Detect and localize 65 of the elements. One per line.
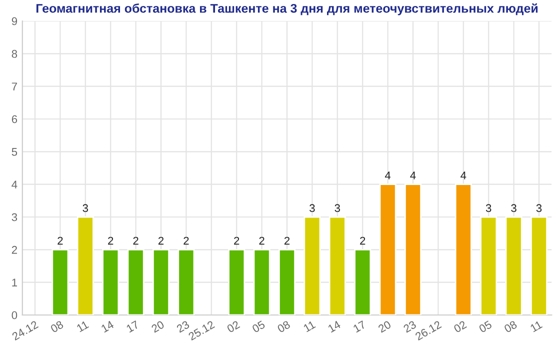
data-label: 3 (334, 204, 340, 212)
data-label: 4 (460, 172, 466, 180)
data-label: 2 (58, 236, 63, 245)
bar (278, 248, 296, 315)
x-tick-label: 02 (226, 320, 240, 333)
x-tick-label: 05 (478, 320, 492, 333)
bar (505, 216, 522, 315)
y-tick-label: 3 (12, 213, 18, 222)
x-tick-label: 17 (126, 320, 140, 333)
bar (530, 216, 548, 315)
y-tick-label: 8 (12, 50, 18, 58)
data-label: 2 (108, 236, 114, 245)
x-tick-label: 23 (402, 320, 417, 333)
x-tick-label: 08 (276, 320, 291, 333)
bar (76, 216, 94, 315)
data-label: 2 (360, 236, 366, 245)
data-label: 3 (536, 204, 542, 212)
y-tick-label: 2 (12, 246, 17, 254)
bar (253, 248, 270, 315)
y-tick-label: 1 (12, 278, 17, 286)
data-label: 3 (511, 204, 516, 212)
x-tick-label: 11 (303, 320, 316, 332)
data-label: 2 (284, 236, 290, 245)
x-tick-label: 14 (100, 320, 114, 333)
bar (328, 216, 346, 315)
x-tick-label: 14 (328, 320, 342, 333)
data-label: 3 (310, 204, 315, 212)
x-tick-label: 11 (530, 320, 543, 332)
chart-title: Геомагнитная обстановка в Ташкенте на 3 дня для метеочувствительных людей (36, 3, 538, 16)
bar (228, 248, 246, 315)
bar (102, 248, 120, 315)
x-tick-label: 05 (252, 320, 266, 333)
x-tick-label: 02 (453, 320, 467, 333)
bar (404, 184, 422, 315)
bar (178, 248, 195, 315)
x-tick-label: 17 (352, 320, 366, 333)
bar (304, 216, 321, 315)
x-tick-label: 23 (176, 320, 190, 333)
x-tick-label: 08 (504, 320, 518, 333)
data-label: 2 (234, 236, 240, 245)
x-tick-label: 20 (150, 320, 165, 333)
y-tick-label: 9 (12, 17, 18, 26)
data-label: 3 (486, 204, 492, 212)
data-label: 2 (158, 236, 164, 245)
y-tick-label: 0 (12, 311, 18, 320)
data-label: 3 (82, 204, 88, 212)
bar (127, 248, 144, 315)
bar (152, 248, 170, 315)
x-tick-label: 08 (50, 320, 64, 333)
data-label: 2 (184, 236, 189, 245)
bar (379, 184, 396, 315)
x-tick-label: 11 (76, 320, 89, 332)
data-label: 2 (259, 236, 264, 245)
bar (52, 248, 69, 315)
y-tick-label: 7 (12, 82, 17, 90)
data-label: 2 (133, 236, 138, 245)
y-tick-label: 4 (12, 180, 18, 188)
data-label: 4 (384, 172, 391, 180)
bar (354, 248, 372, 315)
x-tick-label: 20 (378, 320, 392, 333)
y-tick-label: 5 (12, 148, 18, 156)
bar (454, 184, 472, 315)
bar (480, 216, 498, 315)
y-tick-label: 6 (12, 115, 18, 124)
data-label: 4 (410, 172, 416, 180)
